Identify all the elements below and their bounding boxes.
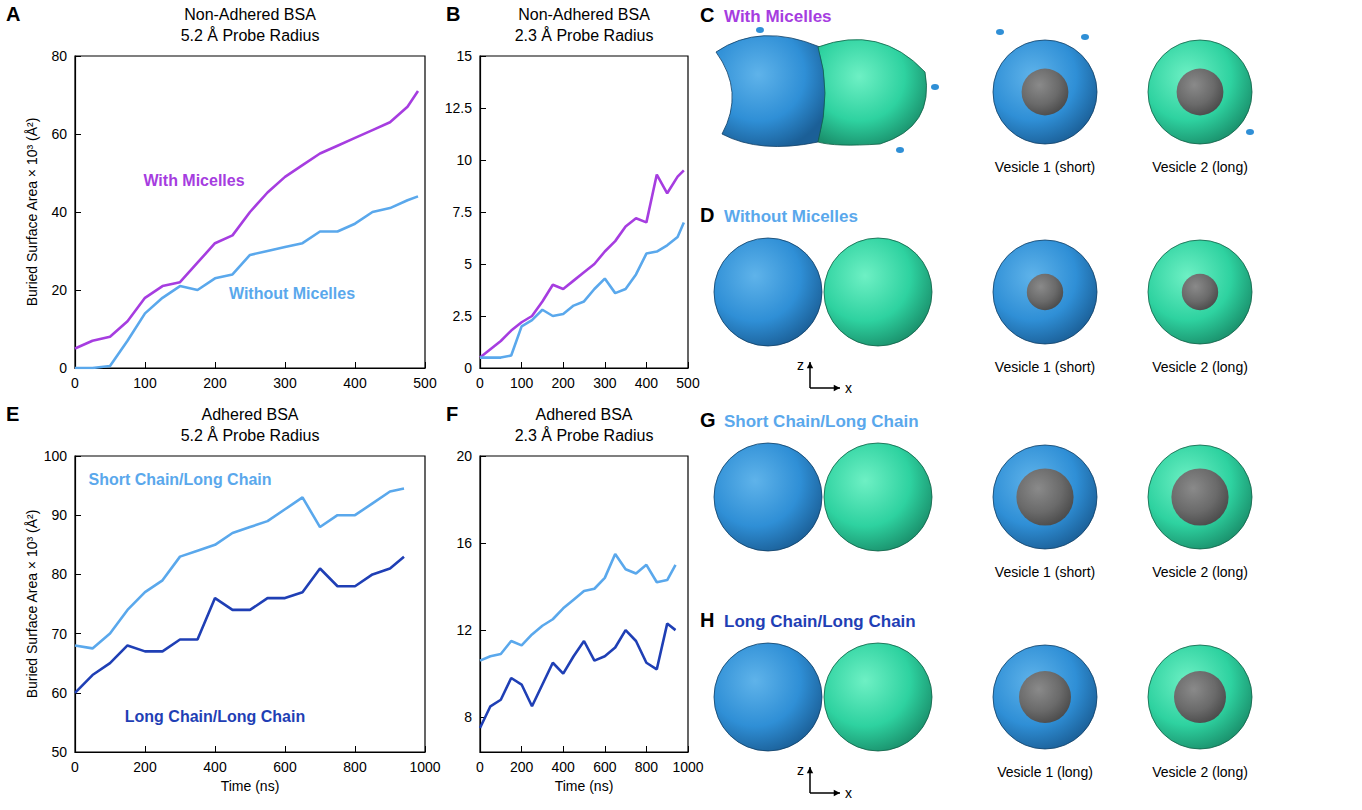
svg-text:90: 90 bbox=[51, 507, 67, 523]
svg-text:E: E bbox=[6, 403, 19, 425]
svg-text:Without Micelles: Without Micelles bbox=[724, 207, 858, 226]
svg-text:5: 5 bbox=[464, 256, 472, 272]
svg-text:Buried Surface Area × 10³ (Å²): Buried Surface Area × 10³ (Å²) bbox=[24, 118, 40, 307]
svg-text:200: 200 bbox=[552, 375, 576, 391]
svg-text:70: 70 bbox=[51, 626, 67, 642]
svg-text:0: 0 bbox=[476, 759, 484, 775]
svg-text:Non-Adhered BSA: Non-Adhered BSA bbox=[184, 6, 316, 23]
svg-text:C: C bbox=[700, 4, 714, 26]
svg-text:600: 600 bbox=[593, 759, 617, 775]
svg-text:60: 60 bbox=[51, 126, 67, 142]
svg-text:2.3 Å Probe Radius: 2.3 Å Probe Radius bbox=[515, 426, 654, 444]
svg-text:600: 600 bbox=[273, 759, 297, 775]
svg-text:8: 8 bbox=[464, 709, 472, 725]
svg-text:Time (ns): Time (ns) bbox=[555, 778, 614, 794]
svg-text:Adhered BSA: Adhered BSA bbox=[202, 406, 299, 423]
svg-text:0: 0 bbox=[71, 759, 79, 775]
svg-text:500: 500 bbox=[676, 375, 700, 391]
svg-text:1000: 1000 bbox=[672, 759, 703, 775]
svg-text:0: 0 bbox=[476, 375, 484, 391]
svg-text:D: D bbox=[700, 204, 714, 226]
svg-text:Vesicle 1 (short): Vesicle 1 (short) bbox=[995, 359, 1095, 375]
svg-text:80: 80 bbox=[51, 566, 67, 582]
svg-text:20: 20 bbox=[456, 448, 472, 464]
svg-text:400: 400 bbox=[635, 375, 659, 391]
svg-text:100: 100 bbox=[510, 375, 534, 391]
svg-text:7.5: 7.5 bbox=[453, 204, 473, 220]
svg-text:2.5: 2.5 bbox=[453, 308, 473, 324]
svg-text:0: 0 bbox=[464, 360, 472, 376]
svg-text:200: 200 bbox=[510, 759, 534, 775]
svg-text:Vesicle 2 (long): Vesicle 2 (long) bbox=[1152, 159, 1248, 175]
svg-text:x: x bbox=[845, 785, 852, 801]
svg-text:300: 300 bbox=[273, 375, 297, 391]
svg-text:5.2 Å Probe Radius: 5.2 Å Probe Radius bbox=[181, 26, 320, 44]
svg-text:200: 200 bbox=[203, 375, 227, 391]
svg-text:20: 20 bbox=[51, 282, 67, 298]
svg-text:400: 400 bbox=[343, 375, 367, 391]
svg-text:Short Chain/Long Chain: Short Chain/Long Chain bbox=[724, 412, 919, 431]
svg-text:G: G bbox=[700, 409, 716, 431]
svg-text:Long Chain/Long Chain: Long Chain/Long Chain bbox=[724, 612, 916, 631]
svg-text:Vesicle 1 (long): Vesicle 1 (long) bbox=[997, 764, 1093, 780]
svg-text:Buried Surface Area × 10³ (Å²): Buried Surface Area × 10³ (Å²) bbox=[24, 510, 40, 699]
svg-text:100: 100 bbox=[133, 375, 157, 391]
svg-text:x: x bbox=[845, 380, 852, 396]
svg-text:12: 12 bbox=[456, 622, 472, 638]
svg-text:200: 200 bbox=[133, 759, 157, 775]
svg-text:15: 15 bbox=[456, 48, 472, 64]
svg-text:100: 100 bbox=[44, 448, 68, 464]
svg-text:With Micelles: With Micelles bbox=[143, 172, 244, 189]
svg-text:500: 500 bbox=[413, 375, 437, 391]
svg-text:A: A bbox=[6, 3, 20, 25]
svg-text:400: 400 bbox=[552, 759, 576, 775]
svg-text:12.5: 12.5 bbox=[445, 100, 472, 116]
svg-text:40: 40 bbox=[51, 204, 67, 220]
svg-text:Long Chain/Long Chain: Long Chain/Long Chain bbox=[125, 708, 305, 725]
svg-text:Vesicle 1 (short): Vesicle 1 (short) bbox=[995, 159, 1095, 175]
svg-text:z: z bbox=[797, 762, 804, 778]
svg-text:400: 400 bbox=[203, 759, 227, 775]
svg-text:H: H bbox=[700, 609, 714, 631]
svg-text:0: 0 bbox=[59, 360, 67, 376]
svg-text:Vesicle 1 (short): Vesicle 1 (short) bbox=[995, 564, 1095, 580]
svg-text:1000: 1000 bbox=[409, 759, 440, 775]
svg-text:50: 50 bbox=[51, 744, 67, 760]
svg-text:16: 16 bbox=[456, 535, 472, 551]
svg-text:Vesicle 2 (long): Vesicle 2 (long) bbox=[1152, 764, 1248, 780]
svg-text:2.3 Å Probe Radius: 2.3 Å Probe Radius bbox=[515, 26, 654, 44]
svg-text:Adhered BSA: Adhered BSA bbox=[536, 406, 633, 423]
svg-text:B: B bbox=[446, 3, 460, 25]
svg-text:800: 800 bbox=[343, 759, 367, 775]
svg-text:Without Micelles: Without Micelles bbox=[229, 285, 355, 302]
svg-text:z: z bbox=[797, 357, 804, 373]
svg-text:10: 10 bbox=[456, 152, 472, 168]
svg-text:Short Chain/Long Chain: Short Chain/Long Chain bbox=[88, 471, 271, 488]
svg-text:Time (ns): Time (ns) bbox=[221, 778, 280, 794]
svg-text:Vesicle 2 (long): Vesicle 2 (long) bbox=[1152, 359, 1248, 375]
svg-text:0: 0 bbox=[71, 375, 79, 391]
svg-text:F: F bbox=[446, 403, 458, 425]
svg-text:Vesicle 2 (long): Vesicle 2 (long) bbox=[1152, 564, 1248, 580]
svg-text:80: 80 bbox=[51, 48, 67, 64]
svg-text:Non-Adhered BSA: Non-Adhered BSA bbox=[518, 6, 650, 23]
svg-text:60: 60 bbox=[51, 685, 67, 701]
svg-text:800: 800 bbox=[635, 759, 659, 775]
svg-text:With Micelles: With Micelles bbox=[724, 7, 832, 26]
svg-text:300: 300 bbox=[593, 375, 617, 391]
svg-text:5.2 Å Probe Radius: 5.2 Å Probe Radius bbox=[181, 426, 320, 444]
